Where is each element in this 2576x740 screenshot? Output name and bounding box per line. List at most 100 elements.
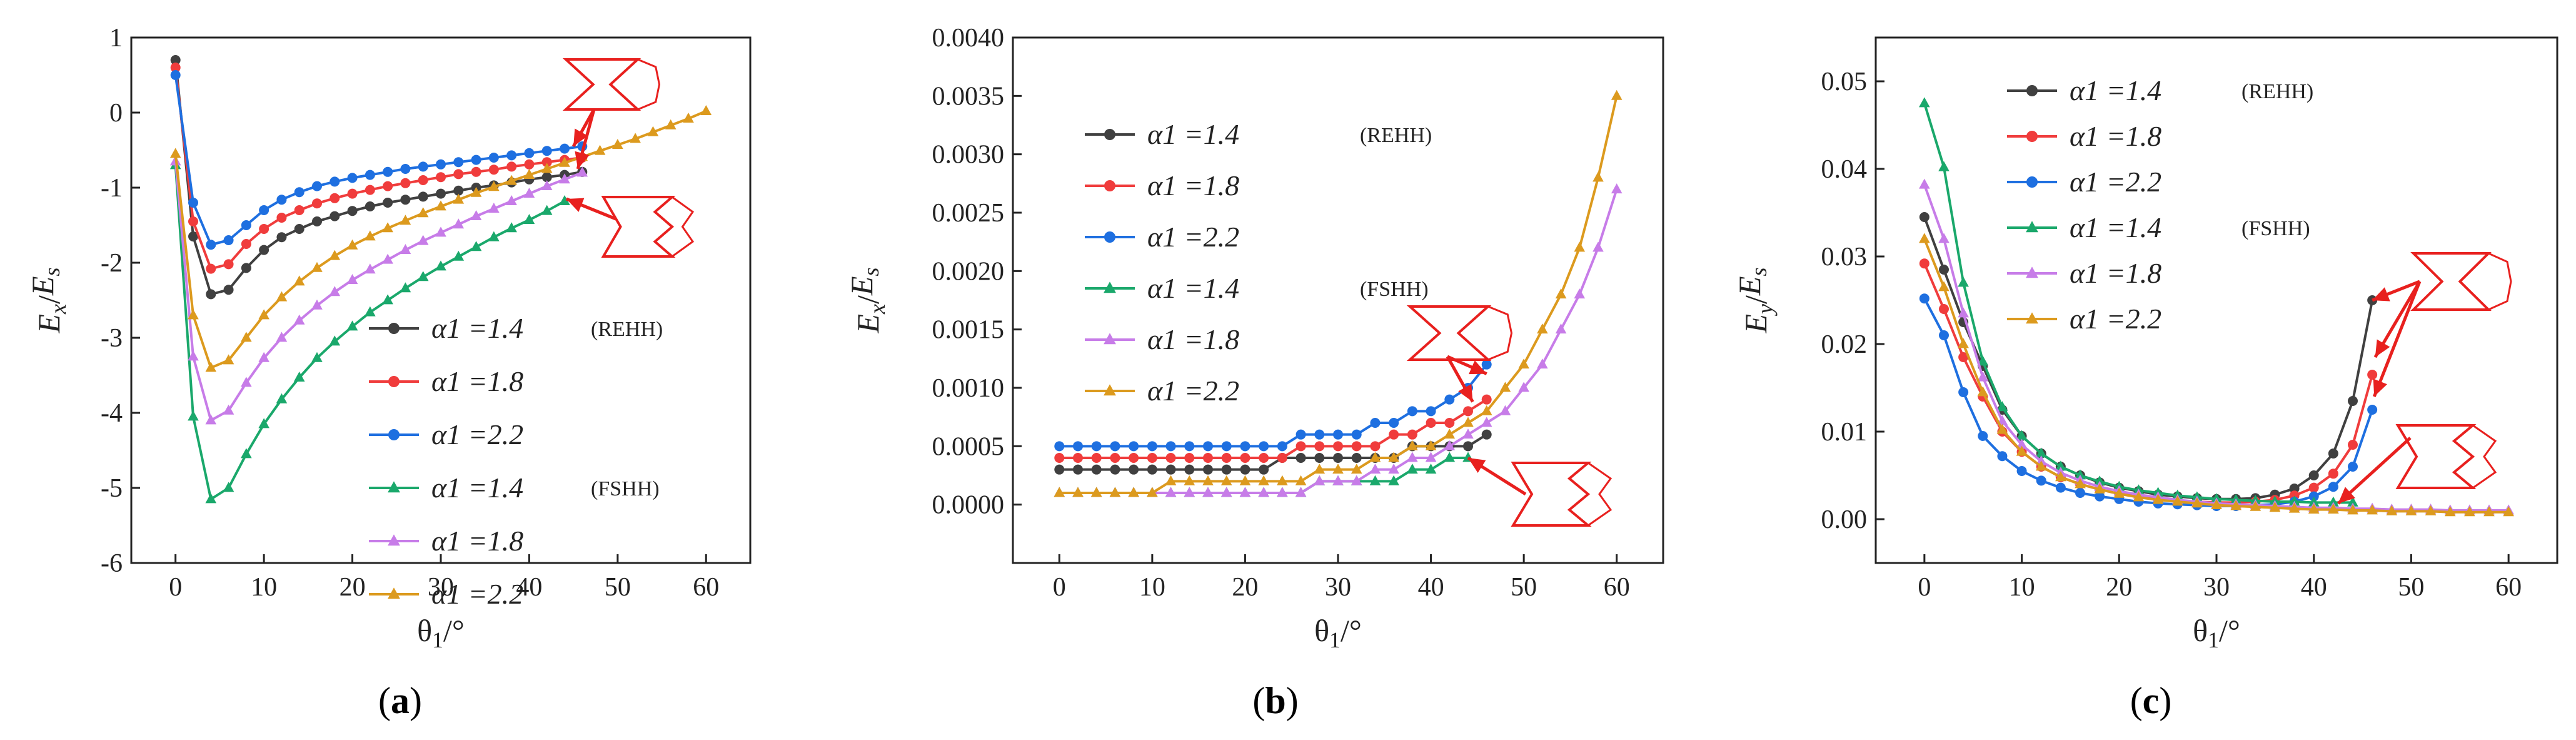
data-point — [329, 286, 341, 297]
data-point — [647, 126, 659, 136]
legend-item: α1 =1.4 (REHH) — [369, 312, 663, 344]
legend-swatch-marker — [388, 534, 400, 546]
series-1 — [1054, 394, 1492, 463]
re-entrant-hexagon-icon — [2410, 252, 2512, 311]
data-point — [1958, 338, 1969, 348]
data-point — [294, 205, 304, 215]
y-axis-label: Ey/Es — [1732, 268, 1778, 334]
data-point — [594, 144, 606, 155]
data-point — [453, 250, 465, 261]
data-point — [417, 235, 429, 245]
legend-tag: (REHH) — [591, 318, 663, 341]
series-line — [1059, 433, 1487, 471]
data-point — [382, 294, 393, 305]
data-point — [1184, 453, 1195, 463]
y-tick-label: 0 — [109, 99, 123, 128]
data-point — [2133, 491, 2145, 502]
data-point — [2425, 505, 2437, 515]
data-point — [365, 170, 375, 180]
data-point — [312, 181, 322, 191]
data-point — [471, 166, 481, 177]
data-point — [205, 414, 217, 425]
data-point — [2367, 370, 2378, 380]
data-point — [506, 150, 517, 161]
annotation-arrow — [575, 109, 596, 170]
legend-label: α1 =1.4 — [431, 472, 523, 504]
x-tick-label: 20 — [340, 573, 366, 602]
data-point — [630, 133, 641, 143]
data-point — [1277, 453, 1287, 463]
data-point — [1203, 453, 1213, 463]
data-point — [1314, 464, 1326, 474]
data-point — [365, 263, 376, 274]
legend-label: α1 =1.8 — [1147, 170, 1239, 201]
data-point — [1090, 487, 1102, 497]
data-point — [1333, 441, 1343, 452]
data-point — [2308, 504, 2320, 514]
data-point — [471, 155, 481, 165]
data-point — [1407, 464, 1418, 474]
data-point — [1129, 453, 1139, 463]
legend-label: α1 =1.8 — [1147, 323, 1239, 355]
series-line — [174, 161, 583, 422]
data-point — [293, 372, 305, 382]
data-point — [1351, 453, 1362, 463]
data-point — [365, 185, 375, 195]
data-point — [1221, 441, 1232, 452]
data-point — [2308, 470, 2319, 480]
data-point — [2171, 495, 2183, 506]
data-point — [400, 282, 411, 293]
data-point — [2055, 482, 2066, 493]
annotation-arrow — [565, 197, 616, 221]
data-point — [1296, 429, 1306, 440]
data-point — [1314, 453, 1325, 463]
data-point — [2328, 449, 2338, 459]
x-tick-label: 30 — [1325, 573, 1351, 602]
data-point — [1259, 441, 1269, 452]
annotation-arrow — [1446, 355, 1474, 403]
legend-item: α1 =1.4 (REHH) — [1085, 118, 1432, 150]
annotation-arrow — [2337, 437, 2412, 505]
legend-label: α1 =1.4 — [2070, 211, 2161, 243]
data-point — [1462, 428, 1474, 439]
data-point — [612, 139, 623, 149]
legend-item: α1 =1.8 — [2007, 120, 2161, 152]
data-point — [241, 220, 251, 230]
data-point — [1128, 487, 1139, 497]
data-point — [1481, 429, 1492, 440]
data-point — [205, 493, 217, 504]
data-point — [1258, 487, 1269, 497]
re-entrant-hexagon-icon — [1406, 305, 1513, 361]
data-point — [188, 350, 199, 361]
data-point — [1939, 304, 1949, 314]
data-point — [506, 161, 517, 172]
data-point — [1277, 475, 1288, 485]
legend-label: α1 =1.4 — [431, 312, 523, 344]
data-point — [346, 274, 358, 284]
legend-label: α1 =2.2 — [431, 578, 523, 610]
data-point — [453, 169, 464, 180]
x-tick-label: 0 — [1918, 573, 1931, 602]
data-point — [470, 210, 482, 220]
legend-swatch-marker — [2026, 221, 2038, 233]
data-point — [488, 165, 499, 175]
x-tick-label: 60 — [693, 573, 719, 602]
data-point — [2035, 447, 2047, 458]
y-tick-label: 0.0020 — [932, 257, 1005, 286]
data-point — [330, 193, 340, 203]
data-point — [524, 159, 535, 170]
data-point — [2230, 500, 2241, 510]
data-point — [1592, 241, 1604, 252]
legend-label: α1 =1.4 — [1147, 118, 1239, 150]
series-4 — [169, 155, 588, 425]
data-point — [523, 188, 535, 198]
data-point — [1518, 358, 1529, 369]
annotation-arrow — [2372, 280, 2420, 302]
data-point — [1444, 418, 1455, 428]
x-tick-label: 50 — [1511, 573, 1537, 602]
legend-swatch-marker — [388, 587, 400, 599]
data-point — [294, 187, 304, 198]
series-5 — [169, 105, 712, 372]
data-point — [1147, 453, 1157, 463]
data-point — [170, 55, 181, 65]
